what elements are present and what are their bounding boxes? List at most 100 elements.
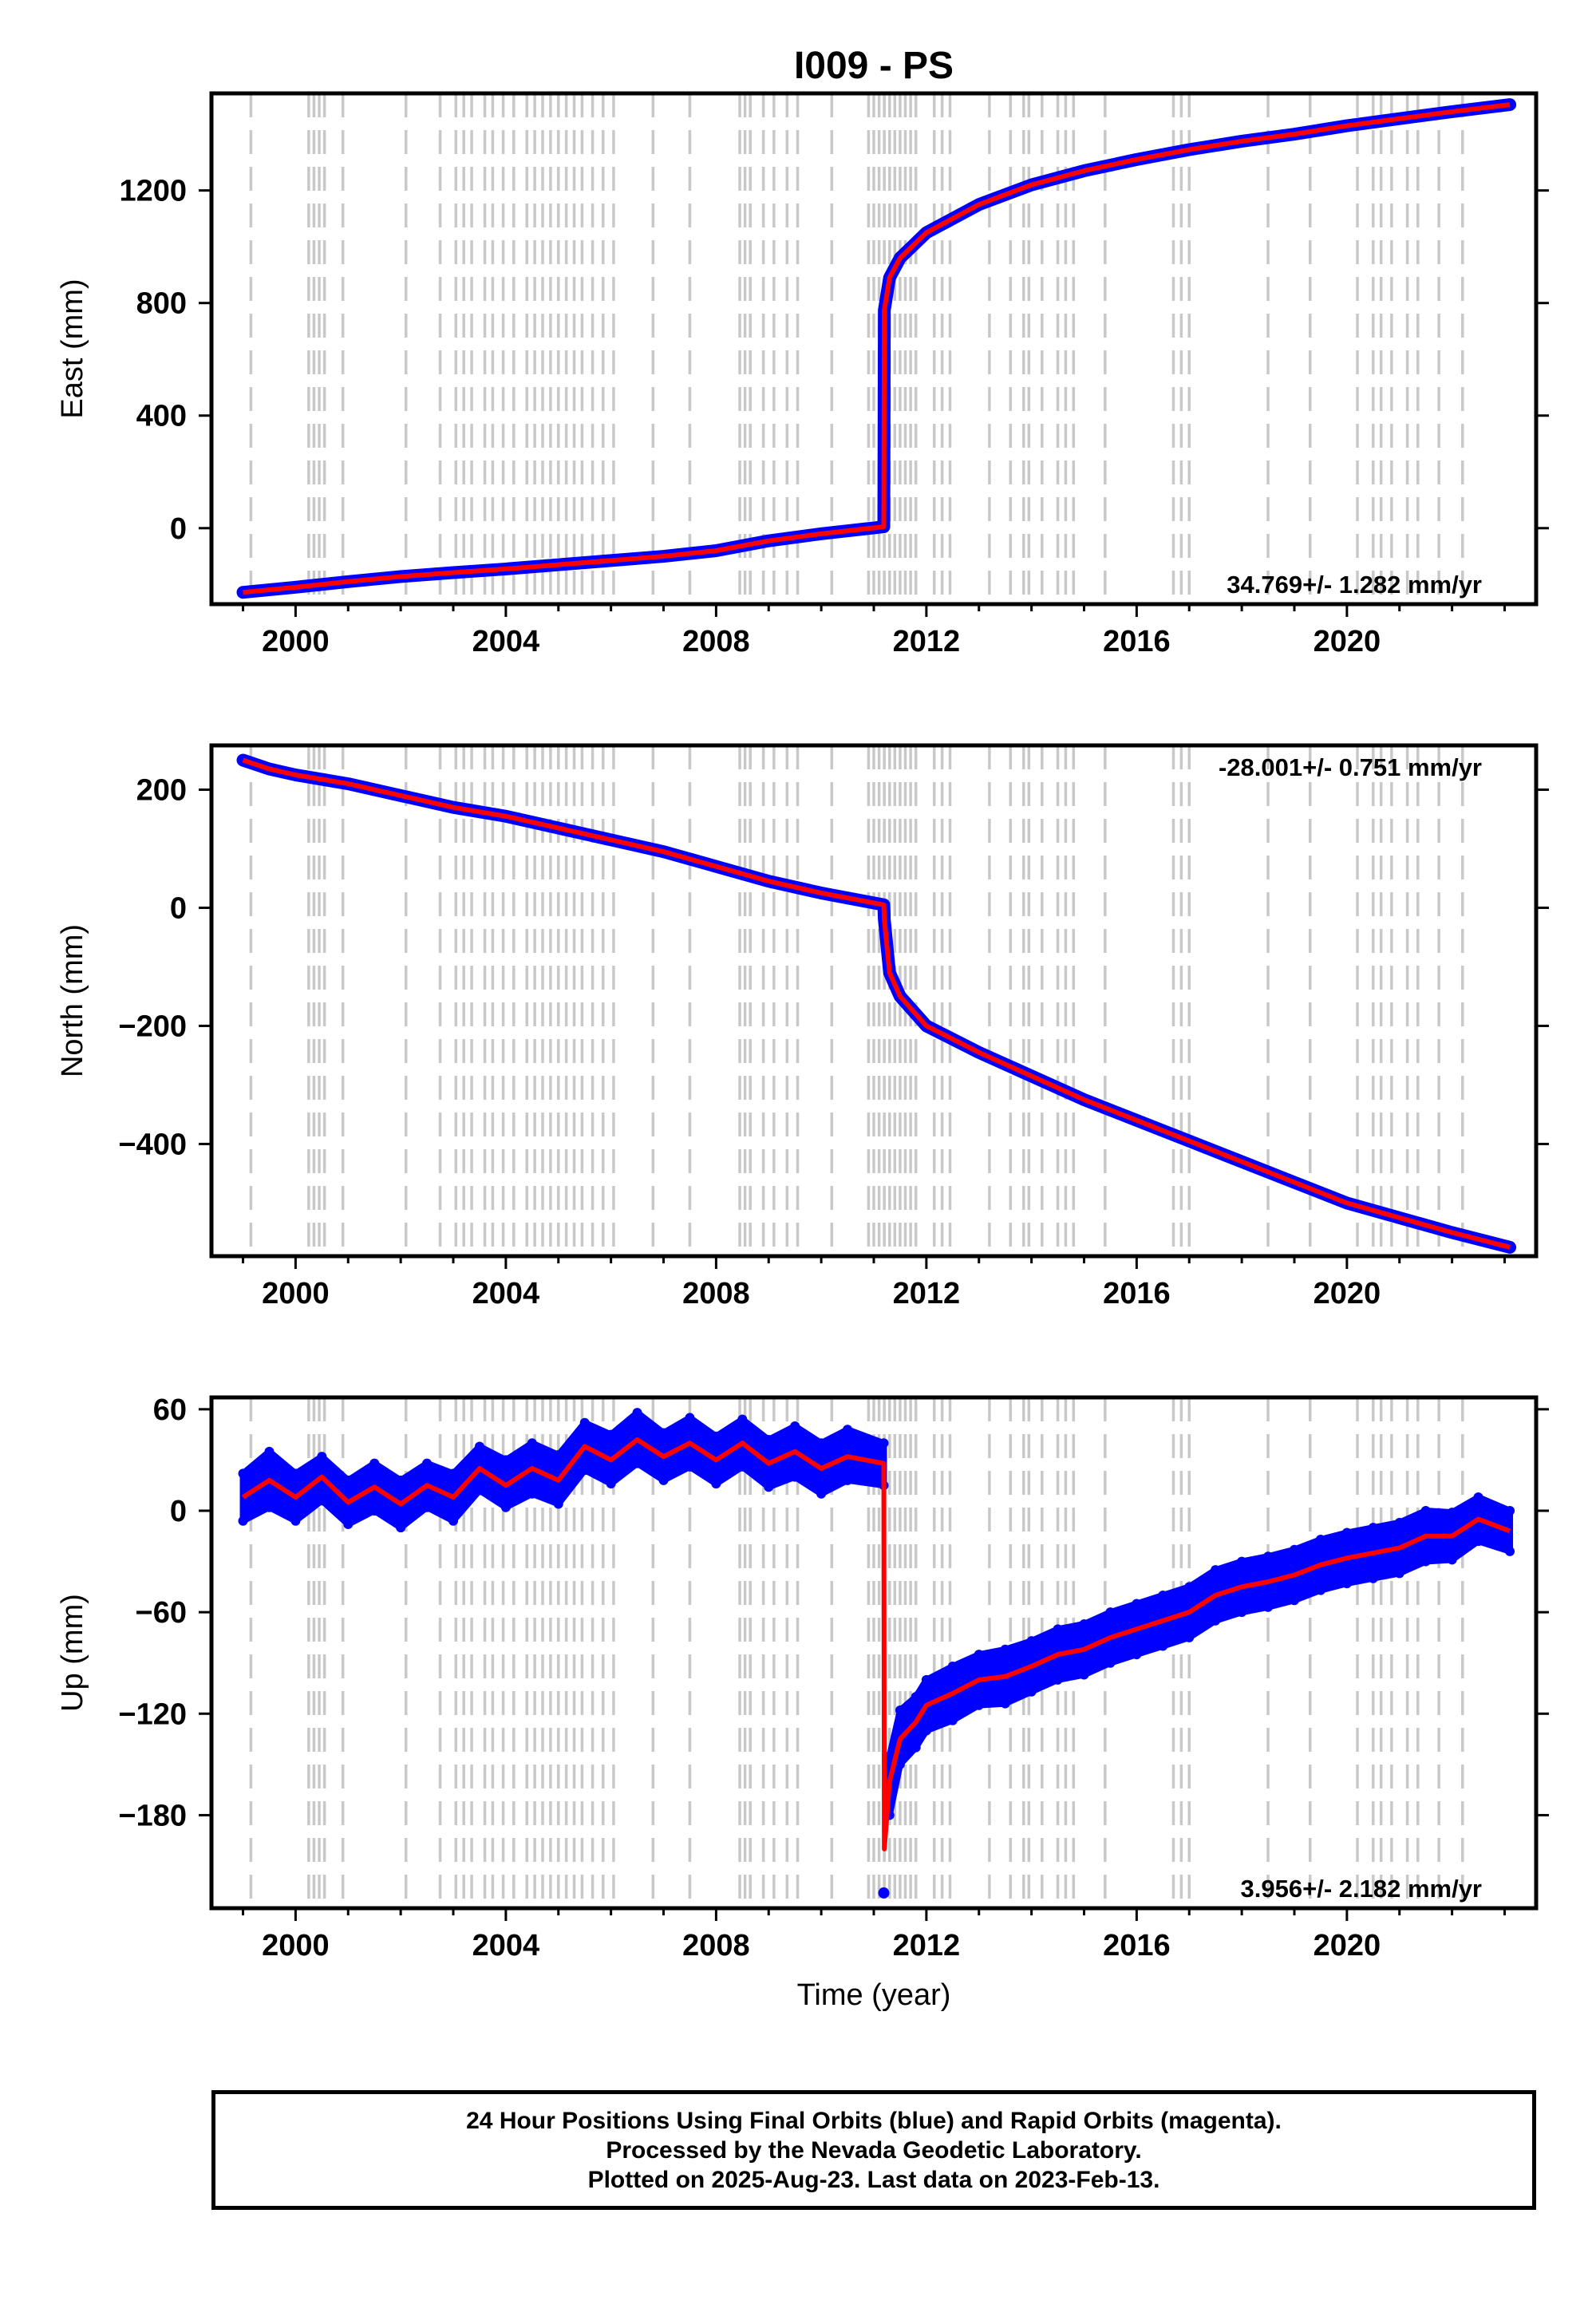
data-point: [1237, 1556, 1247, 1567]
data-point: [711, 1431, 721, 1441]
data-point: [290, 1516, 301, 1526]
data-point: [290, 1468, 301, 1479]
y-tick-label: 0: [170, 512, 187, 546]
data-point: [1211, 1565, 1221, 1575]
data-point: [317, 1452, 327, 1462]
y-tick-label: −60: [136, 1596, 187, 1630]
data-point: [1505, 1546, 1515, 1556]
data-point: [606, 1479, 616, 1489]
data-point: [500, 1455, 511, 1465]
data-point: [343, 1519, 354, 1529]
data-point: [1158, 1641, 1168, 1651]
data-point: [1341, 1528, 1352, 1538]
data-point: [396, 1475, 406, 1485]
x-tick-label: 2020: [1314, 1277, 1381, 1310]
y-tick-label: −400: [118, 1128, 187, 1161]
data-point: [658, 1475, 669, 1485]
data-point: [1394, 1517, 1404, 1528]
x-tick-label: 2000: [262, 625, 330, 658]
data-point: [1105, 1607, 1116, 1618]
data-point: [790, 1472, 800, 1482]
data-point: [606, 1429, 616, 1440]
x-tick-label: 2020: [1314, 625, 1381, 658]
data-point: [685, 1461, 695, 1472]
data-point: [369, 1458, 380, 1468]
data-point: [658, 1428, 669, 1438]
data-point: [632, 1408, 642, 1418]
daily-position-track: [236, 98, 1517, 599]
data-point: [1505, 1505, 1515, 1516]
y-axis-label: North (mm): [56, 924, 89, 1077]
panel-up: 2000 2004 2008 2012 2016 2020 −180 −120 −60 0 60 Up…: [56, 1393, 1549, 2012]
data-point: [1132, 1650, 1142, 1660]
data-point: [1420, 1505, 1431, 1516]
data-point: [1053, 1624, 1063, 1634]
y-tick-label: 0: [170, 1495, 187, 1528]
data-point: [1263, 1551, 1274, 1562]
daily-position-track: [236, 753, 1517, 1254]
y-axis-label: East (mm): [56, 279, 89, 418]
footer-box: 24 Hour Positions Using Final Orbits (bl…: [211, 2090, 1536, 2210]
model-line: [243, 102, 1511, 595]
data-point: [764, 1434, 774, 1445]
x-tick-label: 2016: [1103, 1277, 1171, 1310]
x-tick-label: 2008: [682, 1277, 750, 1310]
data-point: [1079, 1670, 1089, 1680]
data-point: [369, 1505, 380, 1516]
data-point: [711, 1479, 721, 1489]
x-tick-label: 2016: [1103, 1929, 1171, 1962]
data-point: [632, 1458, 642, 1468]
data-point: [1368, 1573, 1378, 1583]
data-point: [1211, 1615, 1221, 1626]
y-tick-label: −120: [118, 1697, 187, 1731]
x-tick-label: 2012: [893, 1929, 961, 1962]
footer-line-3: Plotted on 2025-Aug-23. Last data on 202…: [587, 2166, 1160, 2193]
y-tick-label: −200: [118, 1010, 187, 1043]
data-point: [1315, 1535, 1325, 1545]
data-point: [238, 1468, 248, 1479]
data-point: [737, 1461, 748, 1472]
panel-north: 2000 2004 2008 2012 2016 2020 −400 −200 0 200 Nort…: [56, 743, 1549, 1310]
data-point: [1026, 1686, 1037, 1697]
data-point: [1237, 1607, 1247, 1618]
data-point: [790, 1421, 800, 1432]
data-point: [947, 1661, 958, 1671]
footer-line-1: 24 Hour Positions Using Final Orbits (bl…: [466, 2107, 1282, 2134]
plot-area: [238, 1397, 1515, 1908]
x-tick-label: 2000: [262, 1277, 330, 1310]
data-point: [553, 1450, 563, 1460]
data-point: [764, 1482, 774, 1492]
data-point: [1368, 1523, 1378, 1533]
y-tick-label: −180: [118, 1799, 187, 1832]
x-tick-label: 2012: [893, 625, 961, 658]
data-point: [1473, 1492, 1483, 1503]
data-point: [816, 1488, 827, 1499]
data-point: [884, 1751, 895, 1761]
data-point: [422, 1458, 433, 1468]
data-point: [1026, 1636, 1037, 1646]
data-point: [895, 1705, 905, 1716]
x-tick-label: 2004: [472, 1929, 540, 1962]
data-point: [238, 1516, 248, 1526]
data-point: [1420, 1556, 1431, 1567]
data-point: [1184, 1632, 1195, 1642]
data-point: [264, 1446, 275, 1456]
data-point: [947, 1715, 958, 1725]
data-point: [878, 1887, 890, 1899]
data-point: [1289, 1544, 1299, 1555]
data-point: [500, 1502, 511, 1512]
data-point: [1315, 1585, 1325, 1595]
x-tick-label: 2008: [682, 625, 750, 658]
data-point: [895, 1759, 905, 1769]
plot-area: [236, 745, 1517, 1256]
model-line: [241, 1437, 1511, 1852]
y-tick-label: 1200: [119, 175, 187, 208]
x-tick-label: 2004: [472, 1277, 540, 1310]
data-point: [448, 1516, 459, 1526]
x-tick-label: 2016: [1103, 625, 1171, 658]
data-point: [921, 1725, 931, 1736]
x-tick-label: 2020: [1314, 1929, 1381, 1962]
plot-area: [236, 93, 1517, 604]
data-point: [1000, 1698, 1010, 1709]
data-point: [527, 1488, 537, 1499]
